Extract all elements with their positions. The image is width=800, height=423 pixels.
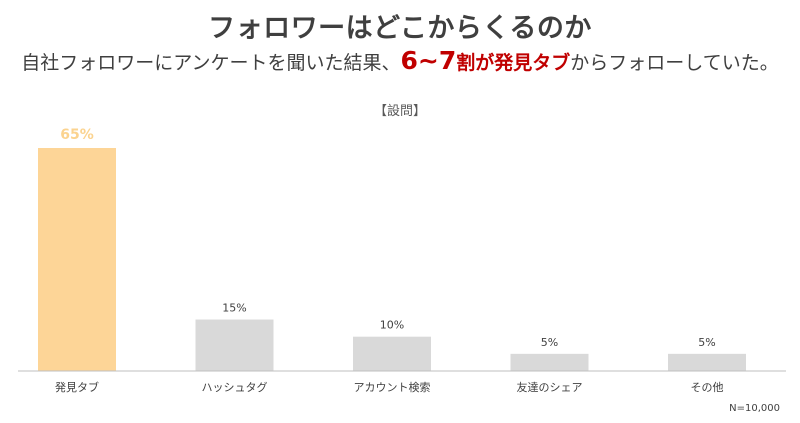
bar-group [38,148,746,371]
bar-0 [38,148,116,371]
page-title: フォロワーはどこからくるのか [208,13,592,44]
value-label-2: 10% [380,319,404,332]
subtitle-highlight-number: 6~7 [400,46,457,75]
category-label-3: 友達のシェア [517,380,583,394]
value-label-4: 5% [698,336,715,349]
value-label-0: 65% [60,127,94,143]
value-label-group: 65% 15% 10% 5% 5% [60,127,715,349]
sample-size-note: N=10,000 [729,403,780,414]
category-label-1: ハッシュタグ [202,380,268,394]
subtitle-prefix: 自社フォロワーにアンケートを聞いた結果、 [21,52,401,74]
subtitle-highlight-text: 割が発見タブ [456,52,571,74]
category-label-group: 発見タブ ハッシュタグ アカウント検索 友達のシェア その他 [55,380,724,394]
bar-2 [353,336,431,371]
value-label-1: 15% [222,302,246,315]
category-label-4: その他 [691,381,724,394]
bar-3 [510,353,589,371]
bar-1 [195,319,274,371]
category-label-0: 発見タブ [55,380,99,394]
value-label-3: 5% [541,336,558,349]
question-label: 【設問】 [373,104,426,119]
category-label-2: アカウント検索 [354,380,431,394]
page-subtitle: 自社フォロワーにアンケートを聞いた結果、6~7割が発見タブからフォローしていた。 [0,46,800,75]
bar-4 [668,353,746,371]
subtitle-suffix: からフォローしていた。 [570,52,779,74]
